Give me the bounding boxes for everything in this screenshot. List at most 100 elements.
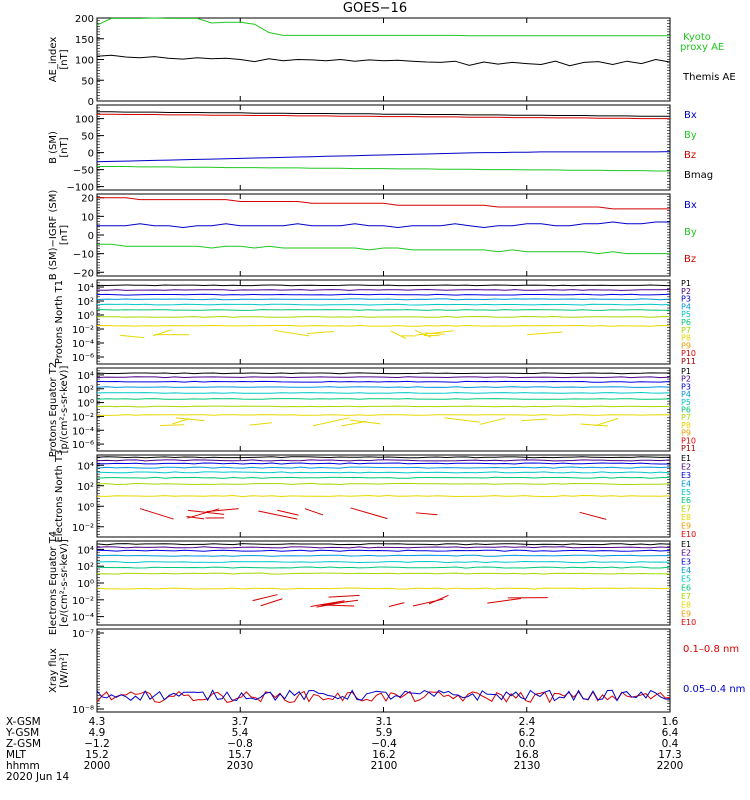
legend-e3: E3 [681, 471, 691, 480]
sparse-segment [341, 420, 367, 427]
chart-title: GOES−16 [342, 1, 408, 16]
legend-by: By [684, 227, 697, 238]
y-axis-label: Protons Equator T2 [48, 362, 59, 458]
footer-col5-hhmm: 2200 [656, 760, 684, 772]
series-bx [97, 221, 670, 229]
legend-p2: P2 [681, 287, 691, 296]
y-tick-label: 200 [75, 14, 94, 25]
y-tick-label: −10 [73, 250, 94, 261]
legend-p9: P9 [681, 341, 691, 350]
y-axis-unit: [e/(cm²-s-sr-keV)] [59, 539, 70, 627]
y-tick-label: 100 [75, 115, 94, 126]
footer-label-xgsm: X-GSM [6, 716, 41, 728]
flux-line-2 [96, 546, 671, 549]
legend-p10: P10 [681, 436, 696, 445]
legend-p1: P1 [681, 367, 691, 376]
y-tick-label: 10⁻² [72, 523, 94, 534]
flux-line-4 [96, 554, 670, 557]
flux-line-5 [96, 471, 671, 474]
footer-col1-x: 4.3 [88, 716, 106, 728]
y-tick-label: 10⁻⁴ [72, 339, 94, 350]
flux-line-7 [96, 482, 671, 486]
sparse-segment [139, 508, 174, 520]
y-tick-label: 10⁻² [72, 325, 94, 336]
series-by [97, 243, 670, 255]
y-tick-label: 10⁰ [77, 579, 94, 590]
series-kyoto-proxy-ae [96, 17, 670, 37]
footer-col4-y: 6.2 [518, 727, 536, 739]
series-bz [97, 113, 670, 120]
legend-p10: P10 [681, 349, 696, 358]
y-tick-label: 10⁻⁶ [72, 353, 94, 364]
legend-e9: E9 [681, 522, 691, 531]
sparse-segment [206, 508, 239, 513]
sparse-segment [310, 600, 345, 607]
y-axis-unit: [nT] [59, 225, 70, 245]
series-bmag [97, 111, 670, 117]
footer-col4-z: 0.0 [518, 738, 536, 750]
sparse-segment [176, 417, 205, 422]
footer-col5-mlt: 17.3 [658, 749, 682, 761]
panel-frame-5 [96, 367, 671, 452]
y-tick-label: 10⁻⁴ [72, 613, 94, 624]
y-tick-label: 10² [77, 385, 94, 396]
footer-col3-y: 5.9 [375, 727, 393, 739]
sparse-segment [258, 510, 298, 520]
legend-e8: E8 [681, 513, 691, 522]
flux-line-7 [97, 315, 671, 318]
panel-frame-3 [96, 193, 671, 277]
sparse-segment [274, 329, 310, 337]
y-tick-label: 10⁰ [77, 502, 94, 513]
legend-p7: P7 [681, 413, 691, 422]
sparse-segment [487, 597, 522, 604]
flux-line-3 [96, 293, 671, 296]
legend-p3: P3 [681, 382, 691, 391]
sparse-segment [252, 594, 278, 602]
footer-col3-mlt: 16.2 [372, 749, 396, 761]
legend-p3: P3 [681, 295, 691, 304]
series-bz [97, 197, 670, 210]
flux-line-1 [96, 543, 671, 546]
y-tick-label: 10⁻⁸ [72, 705, 94, 716]
orbit-footer: X-GSM Y-GSM Z-GSM MLT hhmm 2020 Jun 14 4… [6, 716, 746, 796]
flux-line-4 [96, 386, 671, 389]
sparse-segment [425, 332, 445, 335]
y-axis-unit: [nT] [59, 137, 70, 157]
footer-col1-mlt: 15.2 [85, 749, 109, 761]
y-axis-unit: [nT] [59, 49, 70, 69]
sparse-segment [307, 331, 334, 335]
panel-frame-4 [96, 279, 671, 365]
legend-p2: P2 [681, 375, 691, 384]
legend-e4: E4 [681, 479, 691, 488]
y-axis-label: B (SM)−IGRF (SM) [48, 190, 59, 281]
y-tick-label: 10² [77, 562, 94, 573]
legend-kyoto: Kyoto [683, 32, 711, 43]
sparse-segment [249, 422, 272, 426]
legend-e10: E10 [681, 530, 696, 539]
y-tick-label: 10⁻⁴ [72, 426, 94, 437]
footer-col3-x: 3.1 [375, 716, 393, 728]
footer-col2-z: −0.8 [227, 738, 253, 750]
panel-frame-8 [96, 628, 671, 713]
y-tick-label: 10² [77, 297, 94, 308]
series-bx [96, 151, 671, 163]
sparse-segment [390, 330, 407, 340]
flux-line-5 [96, 560, 671, 564]
y-axis-label: Protons North T1 [54, 280, 65, 364]
y-tick-label: 0 [88, 231, 94, 242]
footer-label-zgsm: Z-GSM [6, 738, 42, 750]
y-tick-label: 10⁴ [77, 545, 94, 556]
y-tick-label: 100 [75, 56, 94, 67]
footer-col3-hhmm: 2100 [370, 760, 398, 772]
panel-frame-7 [96, 540, 671, 626]
flux-line-4 [96, 466, 671, 469]
footer-col2-y: 5.4 [231, 727, 249, 739]
flux-line-3 [96, 380, 671, 383]
legend-p8: P8 [681, 334, 691, 343]
legend-p6: P6 [681, 318, 691, 327]
footer-col2-hhmm: 2030 [226, 760, 254, 772]
xray-series-1 [96, 690, 671, 704]
sparse-segment [119, 334, 145, 339]
legend-p4: P4 [681, 390, 691, 399]
flux-line-4 [96, 298, 671, 301]
